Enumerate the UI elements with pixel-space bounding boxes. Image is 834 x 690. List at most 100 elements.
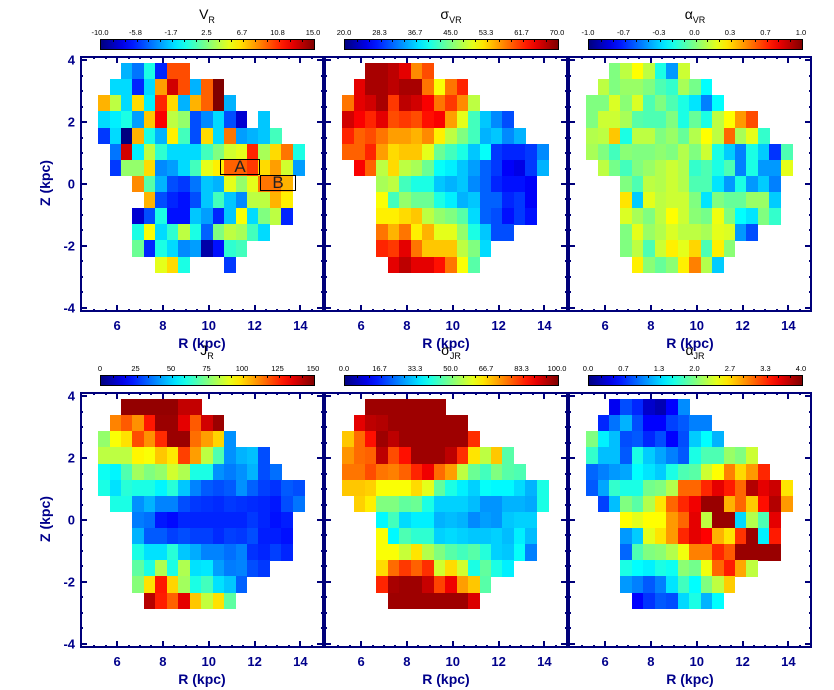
heatmap-cell xyxy=(666,95,679,112)
x-tick-mark xyxy=(554,392,557,395)
y-tick-mark xyxy=(809,90,812,93)
heatmap-cell xyxy=(643,95,656,112)
heatmap-cell xyxy=(433,208,446,225)
heatmap-cell xyxy=(121,79,133,96)
heatmap-cell xyxy=(456,240,469,257)
heatmap-cell xyxy=(666,511,679,529)
heatmap-cell xyxy=(166,79,179,96)
heatmap-cell xyxy=(620,224,633,241)
heatmap-cell xyxy=(746,463,759,481)
colorbar-tick xyxy=(754,376,756,378)
x-tick-mark xyxy=(581,309,584,312)
x-tick-mark xyxy=(661,56,664,59)
colorbar-tick xyxy=(172,376,173,378)
heatmap-cell xyxy=(769,528,782,545)
x-tick-mark xyxy=(775,645,778,648)
y-tick-mark xyxy=(80,229,83,232)
heatmap-cell xyxy=(757,143,770,161)
heatmap-cell xyxy=(689,79,702,96)
heatmap-cell xyxy=(677,479,690,497)
x-tick-mark xyxy=(581,56,584,59)
heatmap-cell xyxy=(143,447,156,464)
heatmap-cell xyxy=(723,192,736,209)
heatmap-cell xyxy=(155,528,168,545)
colorbar-tick xyxy=(368,376,370,378)
y-tick-mark xyxy=(561,519,568,521)
heatmap-cell xyxy=(666,560,679,577)
x-tick-mark xyxy=(348,392,351,395)
heatmap-cell xyxy=(399,447,412,464)
heatmap-cell xyxy=(677,415,690,432)
heatmap-cell xyxy=(201,208,214,225)
x-tick-mark xyxy=(672,56,675,59)
heatmap-cell xyxy=(654,79,667,96)
heatmap-cell xyxy=(433,240,446,257)
y-tick-mark xyxy=(321,596,324,599)
heatmap-cell xyxy=(166,159,179,177)
heatmap-cell xyxy=(143,159,156,177)
heatmap-cell xyxy=(98,447,110,464)
y-tick-mark xyxy=(565,260,568,263)
colorbar-tick xyxy=(243,40,244,42)
heatmap-cell xyxy=(201,479,214,497)
heatmap-cell xyxy=(723,544,736,561)
heatmap-cell xyxy=(468,463,480,481)
heatmap-cell xyxy=(723,175,736,193)
heatmap-cell xyxy=(399,143,412,161)
heatmap-cell xyxy=(513,159,526,177)
y-tick-label: -4 xyxy=(63,300,75,316)
y-tick-mark xyxy=(80,74,83,77)
heatmap-cell xyxy=(342,95,354,112)
heatmap-cell xyxy=(620,175,633,193)
colorbar-title-main: α xyxy=(684,6,693,22)
heatmap-cell xyxy=(643,560,656,577)
x-tick-mark xyxy=(509,56,512,59)
heatmap-cell xyxy=(178,143,191,161)
heatmap-cell xyxy=(479,143,492,161)
x-tick-mark xyxy=(242,309,245,312)
heatmap-cell xyxy=(353,447,366,464)
heatmap-cell xyxy=(399,127,412,145)
heatmap-cell xyxy=(746,511,759,529)
heatmap-cell xyxy=(109,431,122,448)
colorbar-tick-label: -5.8 xyxy=(129,28,142,37)
heatmap-cell xyxy=(342,143,354,161)
x-tick-mark xyxy=(627,309,630,312)
heatmap-cell xyxy=(365,399,377,416)
colorbar-tick xyxy=(451,40,453,42)
heatmap-cell xyxy=(342,431,354,448)
heatmap-cell xyxy=(132,399,145,416)
heatmap-cell xyxy=(666,576,679,593)
heatmap-cell xyxy=(132,175,145,193)
heatmap-cell xyxy=(166,495,179,513)
x-tick-label: 12 xyxy=(735,318,750,333)
heatmap-cell xyxy=(132,479,145,497)
heatmap-cell xyxy=(643,592,656,610)
colorbar-tick xyxy=(148,376,150,378)
heatmap-cell xyxy=(399,224,412,241)
heatmap-cell xyxy=(502,479,515,497)
heatmap-cell xyxy=(399,192,412,209)
heatmap-cell xyxy=(433,560,446,577)
heatmap-cell xyxy=(643,111,656,128)
heatmap-cell xyxy=(780,479,793,497)
y-tick-mark xyxy=(80,275,83,278)
heatmap-cell xyxy=(479,560,492,577)
y-tick-mark xyxy=(568,627,571,630)
colorbar-tick-label: 100.0 xyxy=(547,364,567,373)
heatmap-cell xyxy=(201,127,214,145)
heatmap-cell xyxy=(609,415,621,432)
heatmap-cell xyxy=(525,495,538,513)
heatmap-cell xyxy=(712,528,724,545)
heatmap-cell xyxy=(491,528,503,545)
y-tick-mark xyxy=(568,519,575,521)
heatmap-cell xyxy=(445,175,458,193)
heatmap-cell xyxy=(212,240,225,257)
x-tick-mark xyxy=(196,309,199,312)
heatmap-cell xyxy=(109,479,122,497)
heatmap-cell xyxy=(387,431,400,448)
heatmap-cell xyxy=(468,495,480,513)
y-tick-mark xyxy=(321,74,324,77)
colorbar-tick xyxy=(522,40,524,42)
heatmap-cell xyxy=(410,143,423,161)
